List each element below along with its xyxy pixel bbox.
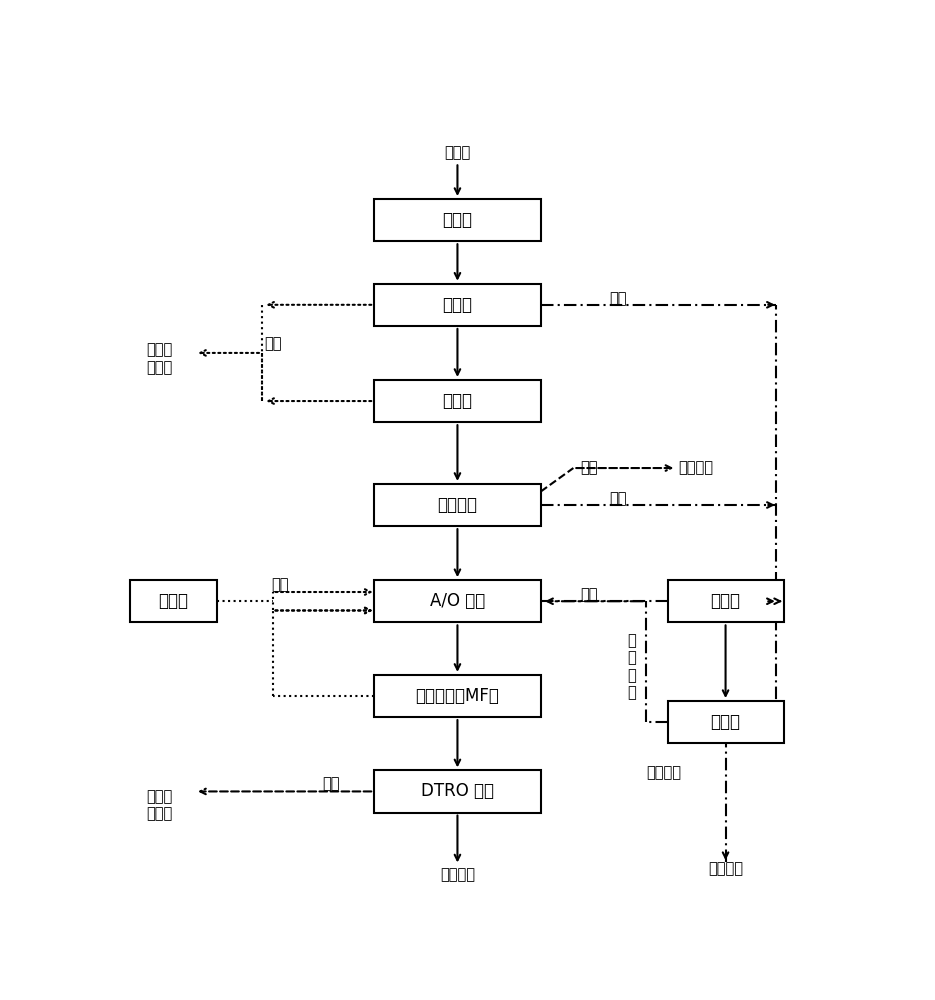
Text: 厌氧系统: 厌氧系统 [438,496,478,514]
Bar [130,580,217,622]
Text: 综合利用: 综合利用 [440,867,475,882]
Bar [374,675,540,717]
Bar [374,484,540,526]
Text: 污泥池: 污泥池 [711,592,741,610]
Text: 污泥: 污泥 [610,291,627,306]
Text: 脱水机: 脱水机 [711,713,741,731]
Text: 污泥: 污泥 [581,588,598,603]
Bar [374,380,540,422]
Text: 脱水污泥: 脱水污泥 [646,765,681,780]
Text: 渗滤液: 渗滤液 [444,145,470,160]
Text: DTRO 系统: DTRO 系统 [421,782,494,800]
Text: 浓水处
理系统: 浓水处 理系统 [146,789,172,822]
Text: 浓水: 浓水 [322,776,339,791]
Text: 入炉焚烧: 入炉焚烧 [708,861,743,876]
Bar [668,580,784,622]
Text: 微滤系统（MF）: 微滤系统（MF） [415,687,499,705]
Text: 臭气: 臭气 [264,336,281,351]
Bar [668,701,784,743]
Text: 空气: 空气 [271,578,289,593]
Text: 脱
水
清
液: 脱 水 清 液 [627,633,636,700]
Text: 鼓风机: 鼓风机 [158,592,188,610]
Bar [374,199,540,241]
Text: 调节池: 调节池 [442,392,472,410]
Text: 污泥: 污泥 [610,491,627,506]
Bar [374,770,540,813]
Text: 沼气: 沼气 [581,461,598,476]
Text: A/O 系统: A/O 系统 [430,592,485,610]
Bar [374,580,540,622]
Text: 锅炉利用: 锅炉利用 [679,461,713,476]
Text: 臭气处
理系统: 臭气处 理系统 [146,342,172,375]
Text: 沉淀池: 沉淀池 [442,296,472,314]
Bar [374,284,540,326]
Text: 过滤器: 过滤器 [442,211,472,229]
